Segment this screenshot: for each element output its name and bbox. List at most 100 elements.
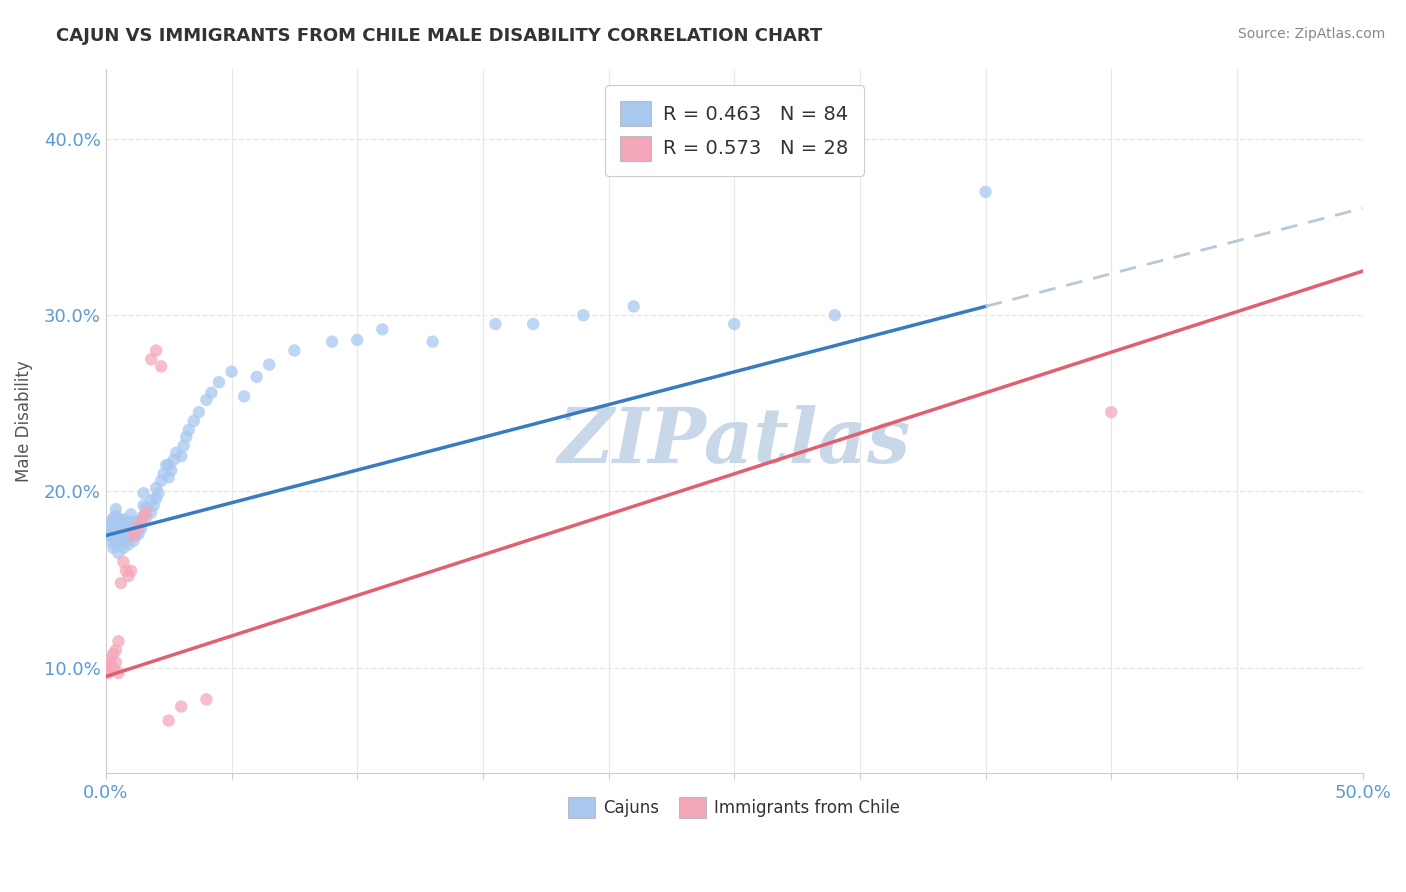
Point: [321, 334, 343, 349]
Point: [104, 502, 127, 516]
Point: [120, 508, 142, 522]
Point: [170, 449, 193, 463]
Point: [165, 446, 187, 460]
Point: [132, 486, 155, 500]
Point: [187, 405, 209, 419]
Point: [97, 519, 120, 533]
Point: [115, 519, 138, 533]
Point: [145, 343, 167, 358]
Point: [100, 523, 122, 537]
Point: [208, 375, 231, 389]
Point: [572, 308, 595, 322]
Point: [112, 532, 135, 546]
Point: [107, 546, 129, 560]
Point: [160, 463, 183, 477]
Point: [145, 481, 167, 495]
Point: [100, 533, 122, 548]
Point: [145, 491, 167, 506]
Point: [157, 714, 180, 728]
Point: [155, 458, 177, 472]
Point: [157, 470, 180, 484]
Point: [170, 699, 193, 714]
Point: [115, 530, 138, 544]
Point: [107, 634, 129, 648]
Point: [122, 533, 145, 548]
Point: [103, 511, 125, 525]
Text: Source: ZipAtlas.com: Source: ZipAtlas.com: [1237, 27, 1385, 41]
Point: [200, 385, 222, 400]
Point: [122, 523, 145, 537]
Point: [97, 528, 120, 542]
Point: [120, 528, 142, 542]
Point: [120, 518, 142, 533]
Point: [110, 523, 132, 537]
Point: [128, 519, 150, 533]
Point: [129, 521, 152, 535]
Point: [135, 500, 157, 515]
Point: [103, 647, 125, 661]
Point: [100, 515, 122, 529]
Point: [103, 521, 125, 535]
Point: [346, 333, 368, 347]
Point: [139, 352, 162, 367]
Point: [148, 486, 170, 500]
Point: [128, 526, 150, 541]
Point: [522, 317, 544, 331]
Point: [422, 334, 444, 349]
Point: [104, 528, 127, 542]
Point: [117, 569, 139, 583]
Point: [104, 656, 127, 670]
Point: [150, 359, 173, 374]
Point: [135, 506, 157, 520]
Text: ZIPatlas: ZIPatlas: [558, 405, 911, 479]
Point: [107, 516, 129, 531]
Point: [125, 528, 148, 542]
Point: [107, 665, 129, 680]
Point: [174, 430, 197, 444]
Point: [233, 389, 256, 403]
Point: [117, 526, 139, 541]
Point: [974, 185, 997, 199]
Point: [128, 515, 150, 529]
Point: [283, 343, 305, 358]
Point: [183, 414, 205, 428]
Point: [110, 513, 132, 527]
Point: [110, 576, 132, 591]
Point: [195, 692, 218, 706]
Point: [103, 661, 125, 675]
Point: [142, 499, 165, 513]
Point: [117, 515, 139, 529]
Point: [104, 537, 127, 551]
Point: [112, 523, 135, 537]
Point: [173, 439, 195, 453]
Point: [371, 322, 394, 336]
Point: [100, 663, 122, 677]
Point: [195, 392, 218, 407]
Point: [484, 317, 506, 331]
Point: [112, 555, 135, 569]
Point: [1099, 405, 1122, 419]
Point: [132, 499, 155, 513]
Point: [104, 643, 127, 657]
Y-axis label: Male Disability: Male Disability: [15, 360, 32, 482]
Point: [132, 509, 155, 524]
Point: [163, 452, 186, 467]
Point: [122, 528, 145, 542]
Point: [107, 528, 129, 542]
Point: [120, 564, 142, 578]
Point: [107, 537, 129, 551]
Point: [221, 365, 243, 379]
Text: CAJUN VS IMMIGRANTS FROM CHILE MALE DISABILITY CORRELATION CHART: CAJUN VS IMMIGRANTS FROM CHILE MALE DISA…: [56, 27, 823, 45]
Point: [824, 308, 846, 322]
Point: [125, 523, 148, 537]
Point: [723, 317, 745, 331]
Point: [100, 652, 122, 666]
Point: [112, 513, 135, 527]
Point: [129, 516, 152, 531]
Point: [103, 541, 125, 555]
Point: [125, 515, 148, 529]
Point: [132, 509, 155, 524]
Point: [135, 511, 157, 525]
Point: [117, 537, 139, 551]
Point: [152, 467, 174, 481]
